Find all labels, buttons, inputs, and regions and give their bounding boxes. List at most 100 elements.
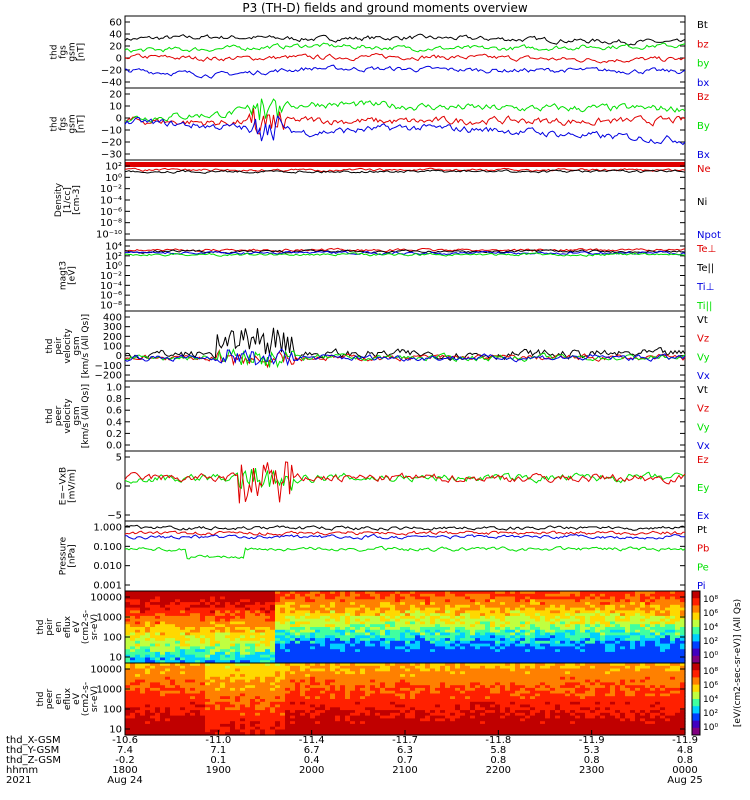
spectrogram-cell xyxy=(435,646,441,650)
spectrogram-cell xyxy=(195,643,201,647)
spectrogram-cell xyxy=(370,629,376,634)
spectrogram-cell xyxy=(420,696,426,700)
spectrogram-cell xyxy=(145,646,151,650)
spectrogram-cell xyxy=(585,649,591,653)
spectrogram-cell xyxy=(180,621,186,625)
spectrogram-cell xyxy=(230,624,236,628)
spectrogram-cell xyxy=(375,629,381,634)
spectrogram-cell xyxy=(210,723,216,728)
spectrogram-cell xyxy=(460,607,466,611)
spectrogram-cell xyxy=(585,610,591,614)
spectrogram-cell xyxy=(340,710,346,714)
spectrogram-cell xyxy=(500,602,506,606)
spectrogram-cell xyxy=(235,687,241,692)
spectrogram-cell xyxy=(430,704,436,708)
spectrogram-cell xyxy=(190,657,196,661)
spectrogram-cell xyxy=(520,632,526,636)
spectrogram-cell xyxy=(205,632,211,636)
spectrogram-cell xyxy=(195,729,201,733)
y-axis-label-line: [nPa] xyxy=(68,544,78,567)
spectrogram-cell xyxy=(405,649,411,653)
spectrogram-cell xyxy=(200,629,206,634)
spectrogram-cell xyxy=(140,591,146,595)
spectrogram-cell xyxy=(325,627,331,631)
spectrogram-cell xyxy=(515,627,521,631)
spectrogram-cell xyxy=(280,591,286,595)
spectrogram-cell xyxy=(180,679,186,683)
spectrogram-cell xyxy=(640,660,646,664)
spectrogram-cell xyxy=(355,693,361,697)
spectrogram-cell xyxy=(350,674,356,678)
spectrogram-cell xyxy=(350,643,356,647)
spectrogram-cell xyxy=(420,651,426,656)
spectrogram-cell xyxy=(270,618,276,623)
spectrogram-cell xyxy=(540,654,546,659)
spectrogram-cell xyxy=(415,621,421,625)
spectrogram-cell xyxy=(145,721,151,725)
spectrogram-cell xyxy=(450,707,456,711)
spectrogram-cell xyxy=(395,671,401,675)
spectrogram-cell xyxy=(180,704,186,708)
spectrogram-cell xyxy=(365,649,371,653)
spectrogram-cell xyxy=(435,618,441,623)
spectrogram-cell xyxy=(390,638,396,642)
y-tick-label: −5 xyxy=(107,511,122,522)
spectrogram-cell xyxy=(615,604,621,609)
spectrogram-cell xyxy=(280,638,286,642)
spectrogram-cell xyxy=(360,629,366,634)
spectrogram-cell xyxy=(360,591,366,595)
spectrogram-cell xyxy=(160,710,166,714)
y-axis-label: thd peir velocity gsm [km/s (All Qs)] xyxy=(45,314,91,378)
spectrogram-cell xyxy=(315,690,321,695)
spectrogram-cell xyxy=(445,721,451,725)
spectrogram-cell xyxy=(595,657,601,661)
spectrogram-cell xyxy=(285,693,291,697)
spectrogram-cell xyxy=(375,621,381,625)
spectrogram-cell xyxy=(285,710,291,714)
spectrogram-cell xyxy=(395,726,401,731)
spectrogram-cell xyxy=(640,643,646,647)
spectrogram-cell xyxy=(165,643,171,647)
spectrogram-cell xyxy=(130,679,136,683)
spectrogram-cell xyxy=(295,663,301,667)
y-tick-label: 100 xyxy=(103,633,122,644)
y-tick-label: −20 xyxy=(101,66,122,77)
spectrogram-cell xyxy=(345,651,351,656)
spectrogram-cell xyxy=(440,610,446,614)
spectrogram-cell xyxy=(210,629,216,634)
spectrogram-cell xyxy=(285,654,291,659)
spectrogram-cell xyxy=(345,726,351,731)
spectrogram-cell xyxy=(280,657,286,661)
spectrogram-cell xyxy=(285,632,291,636)
spectrogram-cell xyxy=(130,682,136,686)
spectrogram-cell xyxy=(245,707,251,711)
spectrogram-cell xyxy=(195,690,201,695)
spectrogram-cell xyxy=(580,624,586,628)
spectrogram-cell xyxy=(140,618,146,623)
spectrogram-cell xyxy=(240,657,246,661)
spectrogram-cell xyxy=(310,649,316,653)
spectrogram-cell xyxy=(595,649,601,653)
spectrogram-cell xyxy=(575,651,581,656)
spectrogram-cell xyxy=(145,593,151,598)
spectrogram-cell xyxy=(350,701,356,706)
spectrogram-cell xyxy=(155,665,161,670)
spectrogram-cell xyxy=(450,665,456,670)
spectrogram-cell xyxy=(380,710,386,714)
spectrogram-cell xyxy=(660,651,666,656)
spectrogram-cell xyxy=(150,602,156,606)
spectrogram-cell xyxy=(440,643,446,647)
spectrogram-cell xyxy=(355,676,361,681)
spectrogram-cell xyxy=(380,718,386,722)
spectrogram-cell xyxy=(245,721,251,725)
spectrogram-cell xyxy=(410,696,416,700)
spectrogram-cell xyxy=(250,710,256,714)
spectrogram-cell xyxy=(450,690,456,695)
spectrogram-cell xyxy=(140,687,146,692)
spectrogram-cell xyxy=(245,621,251,625)
spectrogram-cell xyxy=(290,729,296,733)
spectrogram-cell xyxy=(430,710,436,714)
spectrogram-cell xyxy=(425,663,431,667)
spectrogram-cell xyxy=(230,693,236,697)
spectrogram-cell xyxy=(170,638,176,642)
